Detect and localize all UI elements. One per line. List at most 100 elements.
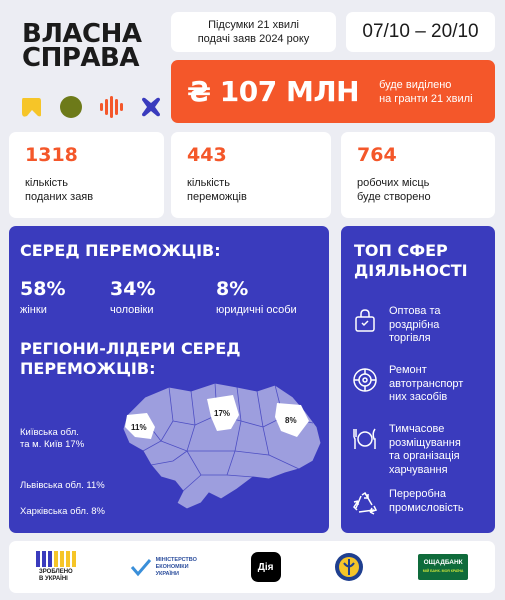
grant-amount-note: буде виділено на гранти 21 хвилі: [379, 78, 472, 106]
oschadbank-slogan: МІЙ БАНК. МОЯ КРАЇНА: [422, 569, 464, 573]
region-item-lviv: Львівська обл. 11%: [20, 480, 105, 492]
percent-value: 8%: [216, 278, 249, 300]
grant-note-line-1: буде виділено: [379, 78, 452, 91]
stat-label: кількість переможців: [187, 176, 331, 204]
sphere-line: автотранспорт: [389, 377, 464, 390]
sphere-line: розміщування: [389, 436, 461, 449]
winners-men: 34% чоловіки: [110, 278, 155, 316]
regions-title-line-2: ПЕРЕМОЖЦІВ:: [20, 359, 156, 378]
region-line-1: Київська обл.: [20, 427, 79, 438]
sphere-line: торгівля: [389, 332, 431, 344]
shopping-bag-icon: [351, 307, 379, 335]
map-label-kyiv: 17%: [214, 409, 230, 418]
sphere-label: Переробна промисловість: [389, 488, 464, 515]
region-item-kyiv: Київська обл. та м. Київ 17%: [20, 427, 84, 451]
percent-label: чоловіки: [110, 304, 154, 316]
winners-title: СЕРЕД ПЕРЕМОЖЦІВ:: [20, 241, 221, 260]
sphere-line: промисловість: [389, 501, 464, 514]
logo2-line-2: ЕКОНОМІКИ: [155, 563, 189, 570]
stat-value: 443: [187, 144, 227, 166]
regions-title: РЕГІОНИ-ЛІДЕРИ СЕРЕД ПЕРЕМОЖЦІВ:: [20, 339, 241, 379]
stat-label-line-2: поданих заяв: [25, 191, 94, 203]
stat-card-applications: 1318 кількість поданих заяв: [9, 132, 164, 218]
sphere-label: Тимчасове розміщування та організація ха…: [389, 423, 461, 477]
stat-label: робочих місць буде створено: [357, 176, 495, 204]
sphere-line: та організація: [389, 450, 460, 462]
wave-subtitle-card: Підсумки 21 хвилі подачі заяв 2024 року: [171, 12, 336, 52]
region-line-1: Львівська обл. 11%: [20, 480, 105, 491]
sphere-line: Тимчасове: [389, 423, 445, 435]
stat-value: 1318: [25, 144, 78, 166]
brand-line-1: ВЛАСНА: [22, 19, 142, 49]
map-label-lviv: 11%: [131, 423, 147, 432]
stat-label-line-1: робочих місць: [357, 177, 430, 189]
sphere-line: харчування: [389, 463, 448, 476]
wheel-icon: [351, 366, 379, 394]
diia-logo: Дія: [250, 549, 281, 585]
sphere-item-hospitality: Тимчасове розміщування та організація ха…: [351, 423, 491, 477]
employment-service-emblem-icon: [335, 553, 364, 581]
region-line-1: Харківська обл. 8%: [20, 506, 105, 517]
ministry-check-icon: [130, 559, 151, 577]
stat-label: кількість поданих заяв: [25, 176, 164, 204]
oschadbank-name: ОЩАДБАНК: [423, 559, 463, 566]
sphere-line: Ремонт: [389, 364, 427, 376]
diia-badge: Дія: [250, 552, 281, 582]
regions-title-line-1: РЕГІОНИ-ЛІДЕРИ СЕРЕД: [20, 339, 241, 358]
percent-label: жінки: [20, 304, 47, 316]
stat-label-line-1: кількість: [187, 177, 230, 189]
orange-wave-icon: [98, 94, 124, 120]
percent-value: 58%: [20, 278, 66, 300]
date-range: 07/10 – 20/10: [362, 21, 479, 42]
recycle-icon: [351, 490, 379, 518]
stat-label-line-1: кількість: [25, 177, 68, 189]
brand-line-2: СПРАВА: [22, 43, 139, 73]
region-line-2: та м. Київ 17%: [20, 439, 85, 450]
sphere-line: них засобів: [389, 391, 448, 403]
region-item-kharkiv: Харківська обл. 8%: [20, 506, 105, 518]
ministry-economy-logo: МІНІСТЕРСТВО ЕКОНОМІКИ УКРАЇНИ: [130, 549, 197, 585]
made-in-ukraine-logo: ЗРОБЛЕНО В УКРАЇНІ: [35, 549, 76, 585]
map-region-lviv: [125, 413, 155, 439]
blue-cross-icon: [138, 94, 164, 120]
sphere-label: Оптова та роздрібна торгівля: [389, 305, 440, 346]
percent-value: 34%: [110, 278, 156, 300]
sphere-label: Ремонт автотранспорт них засобів: [389, 364, 463, 405]
employment-service-logo: [334, 549, 364, 585]
sphere-line: Оптова та: [389, 305, 441, 317]
spheres-title-line-2: ДІЯЛЬНОСТІ: [354, 261, 468, 280]
spheres-panel: ТОП СФЕР ДІЯЛЬНОСТІ Оптова та роздрібна …: [341, 226, 495, 533]
sphere-item-trade: Оптова та роздрібна торгівля: [351, 305, 491, 346]
brand-icons: [18, 94, 164, 120]
logo1-line-2: В УКРАЇНІ: [38, 576, 68, 582]
date-range-card: 07/10 – 20/10: [346, 12, 495, 52]
made-in-ukraine-stripes-icon: [35, 551, 76, 567]
subtitle-line-2: подачі заяв 2024 року: [197, 33, 310, 45]
stat-value: 764: [357, 144, 397, 166]
sphere-item-manufacturing: Переробна промисловість: [351, 488, 491, 518]
percent-label: юридичні особи: [216, 304, 297, 316]
winners-panel: СЕРЕД ПЕРЕМОЖЦІВ: 58% жінки 34% чоловіки…: [9, 226, 329, 533]
oschadbank-logo: ОЩАДБАНК МІЙ БАНК. МОЯ КРАЇНА: [418, 549, 469, 585]
sphere-line: роздрібна: [389, 318, 440, 331]
yellow-blob-icon: [18, 94, 44, 120]
logo2-line-1: МІНІСТЕРСТВО: [155, 556, 197, 563]
plate-cutlery-icon: [351, 425, 379, 453]
stat-card-jobs: 764 робочих місць буде створено: [341, 132, 495, 218]
brand-logo: ВЛАСНА СПРАВА: [22, 19, 142, 73]
stat-label-line-2: буде створено: [357, 191, 431, 203]
subtitle-line-1: Підсумки 21 хвилі: [208, 19, 299, 31]
stat-card-winners: 443 кількість переможців: [171, 132, 331, 218]
spheres-title: ТОП СФЕР ДІЯЛЬНОСТІ: [354, 241, 468, 281]
map-label-kharkiv: 8%: [285, 416, 297, 425]
sphere-line: Переробна: [389, 488, 446, 500]
spheres-title-line-1: ТОП СФЕР: [354, 241, 448, 260]
olive-circle-icon: [58, 94, 84, 120]
stat-label-line-2: переможців: [187, 191, 247, 203]
ukraine-map: 11% 17% 8%: [122, 382, 322, 510]
winners-women: 58% жінки: [20, 278, 65, 316]
logo1-line-1: ЗРОБЛЕНО: [38, 569, 73, 575]
logo2-line-3: УКРАЇНИ: [155, 570, 179, 577]
grant-note-line-2: на гранти 21 хвилі: [379, 92, 473, 105]
sphere-item-auto-repair: Ремонт автотранспорт них засобів: [351, 364, 491, 405]
